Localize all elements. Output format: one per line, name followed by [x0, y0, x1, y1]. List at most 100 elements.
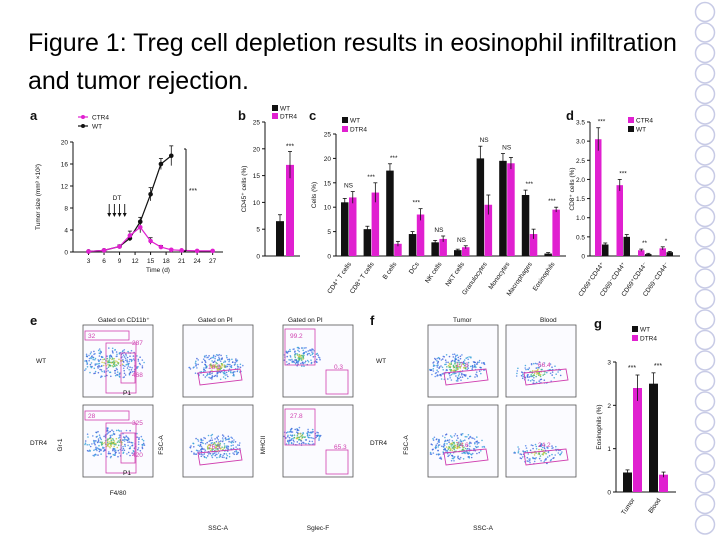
panel-c-bar-wt: [386, 170, 394, 256]
panel-e-plot1-dtr-event: [97, 430, 99, 433]
panel-e-plot3-dtr-event: [290, 442, 293, 445]
panel-f-tumor-plot-dtr-event: [448, 454, 450, 457]
panel-e-plot3-wt-event: [313, 350, 315, 352]
panel-e-gate-box: [325, 369, 349, 395]
panel-f-tumor-plot-wt-event: [475, 373, 477, 376]
panel-e-plot2-wt-event: [232, 373, 235, 376]
panel-e-plot2-dtr-event: [216, 447, 219, 450]
panel-e-plot3-wt-event: [294, 356, 297, 359]
panel-e-plot1-wt-event: [90, 357, 92, 360]
decorative-circle: [694, 124, 716, 146]
decorative-circle: [694, 63, 716, 84]
panel-e-plot3-dtr-event: [312, 431, 314, 433]
panel-e-plot1-dtr-event: [95, 454, 97, 456]
panel-f-row-label-dtr4: DTR4: [370, 440, 387, 447]
panel-f-blood-plot-dtr-event: [532, 447, 534, 450]
panel-f-tumor-plot-dtr-event: [442, 446, 445, 448]
panel-e-plot3-dtr-event: [315, 436, 317, 439]
panel-e-plot1-dtr-event: [112, 432, 115, 435]
panel-c-x-tick-label: B cells: [382, 261, 399, 281]
panel-d-y-tick-label: 0.5: [576, 234, 585, 241]
panel-e-plot2-wt-event: [219, 360, 222, 363]
panel-f-blood-plot-dtr-event: [538, 448, 540, 451]
panel-e-plot2-dtr-event: [230, 436, 232, 439]
panel-f-blood-plot-wt-event: [555, 373, 557, 376]
panel-f-tumor-plot-wt-event: [440, 359, 443, 361]
panel-e-plot3-wt-event: [303, 365, 305, 368]
panel-e-plot1-wt-event: [108, 359, 111, 361]
panel-e-plot2-dtr-event: [198, 450, 200, 452]
panel-e-plot1-dtr-event: [98, 444, 100, 447]
panel-e-plot2-dtr-event: [200, 439, 203, 442]
panel-e-plot3-wt-event: [289, 348, 291, 351]
panel-e-plot1-dtr-event: [123, 438, 126, 441]
panel-e-plot3-dtr-event: [317, 434, 320, 437]
panel-e-plot2-wt-event: [212, 361, 215, 364]
panel-e-plot1-wt-event: [86, 366, 89, 368]
panel-e-plot2-dtr-event: [211, 456, 214, 459]
panel-f-tumor-plot-wt-event: [469, 375, 472, 378]
panel-e-plot1-dtr-event: [115, 451, 117, 454]
panel-e-plot1-dtr-event: [138, 438, 140, 440]
panel-c-y-tick-label: 0: [327, 254, 331, 261]
panel-e-plot3-dtr-frame: [282, 404, 354, 478]
panel-e-plot2-dtr-event: [230, 441, 232, 443]
panel-g-x-tick-label: Tumor: [620, 496, 637, 516]
panel-e-plot3-wt-event: [294, 359, 296, 361]
panel-e-plot2-wt-event: [192, 367, 195, 369]
panel-a-dt-arrowhead: [122, 213, 127, 217]
panel-e-plot3-wt-event: [304, 361, 306, 364]
panel-f-tumor-plot-wt-event: [431, 373, 433, 376]
panel-e-plot2-wt-event: [217, 359, 219, 361]
panel-f-tumor-plot-wt-event: [436, 375, 438, 377]
panel-e-plot1-dtr-event: [138, 436, 140, 439]
panel-e-plot1-wt-event: [107, 370, 109, 372]
panel-e-plot2-dtr-event: [232, 441, 235, 444]
panel-c-sig-label: ***: [413, 200, 421, 207]
panel-f-blood-plot-dtr-event: [535, 457, 537, 459]
panel-e-plot1-dtr-event: [88, 444, 90, 446]
panel-e-plot1-dtr-event: [93, 441, 95, 443]
panel-e-plot1-dtr-event: [127, 444, 129, 447]
panel-f-tumor-plot-wt-event: [436, 369, 438, 372]
panel-b-y-axis-title: CD45⁺ cells (%): [241, 166, 248, 213]
panel-f-tumor-plot-dtr-event: [440, 456, 442, 459]
panel-e-plot1-wt-event: [124, 365, 126, 368]
panel-e-plot2-dtr-event: [226, 447, 228, 449]
panel-e-plot2-wt-event: [195, 364, 197, 367]
panel-e-plot2-dtr-event: [199, 445, 201, 448]
panel-e-plot2-wt-event: [197, 363, 199, 366]
panel-f-tumor-plot-wt-event: [459, 361, 462, 364]
panel-f-tumor-plot-wt-event: [452, 373, 454, 375]
panel-f-blood-plot-wt-event: [533, 379, 535, 382]
panel-e-plot1-dtr-event: [86, 444, 88, 446]
panel-c-sig-label: NS: [434, 227, 444, 234]
panel-e-plot2-dtr-event: [215, 448, 217, 450]
panel-e-plot1-dtr-event: [97, 438, 100, 440]
panel-e-plot3-wt-event: [315, 353, 318, 355]
panel-e-plot1-dtr-event: [99, 437, 102, 440]
panel-c-sig-label: NS: [457, 237, 467, 244]
panel-f-tumor-plot-dtr-event: [463, 451, 465, 454]
panel-e-plot1-dtr-event: [100, 453, 102, 455]
panel-e-plot2-dtr-event: [195, 453, 197, 456]
panel-e-plot3-wt-event: [305, 347, 307, 349]
panel-e-plot2-dtr-event: [203, 436, 205, 439]
panel-f-tumor-plot-dtr-event: [462, 444, 464, 447]
panel-f-tumor-plot-dtr-event: [478, 451, 481, 454]
panel-e-plot2-dtr-event: [236, 444, 239, 446]
panel-e-plot2-wt-event: [202, 358, 205, 361]
panel-e-plot3-dtr-event: [287, 439, 289, 442]
panel-e-plot2-dtr-event: [210, 437, 213, 439]
panel-e-plot1-dtr-event: [127, 441, 129, 443]
panel-a-x-tick-label: 24: [194, 258, 202, 265]
panel-e-plot1-dtr-event: [94, 443, 96, 446]
panel-e-plot1-wt-event: [129, 371, 132, 373]
panel-f-tumor-plot-wt-event: [458, 363, 461, 366]
panel-e-plot3-dtr-event: [306, 435, 309, 437]
panel-e-plot1-wt-event: [129, 358, 131, 361]
panel-f-tumor-plot-dtr-event: [456, 447, 459, 450]
panel-e-plot2-dtr-event: [212, 452, 214, 455]
panel-e-plot1-dtr-event: [127, 451, 130, 454]
panel-e-plot1-dtr-event: [117, 440, 120, 442]
